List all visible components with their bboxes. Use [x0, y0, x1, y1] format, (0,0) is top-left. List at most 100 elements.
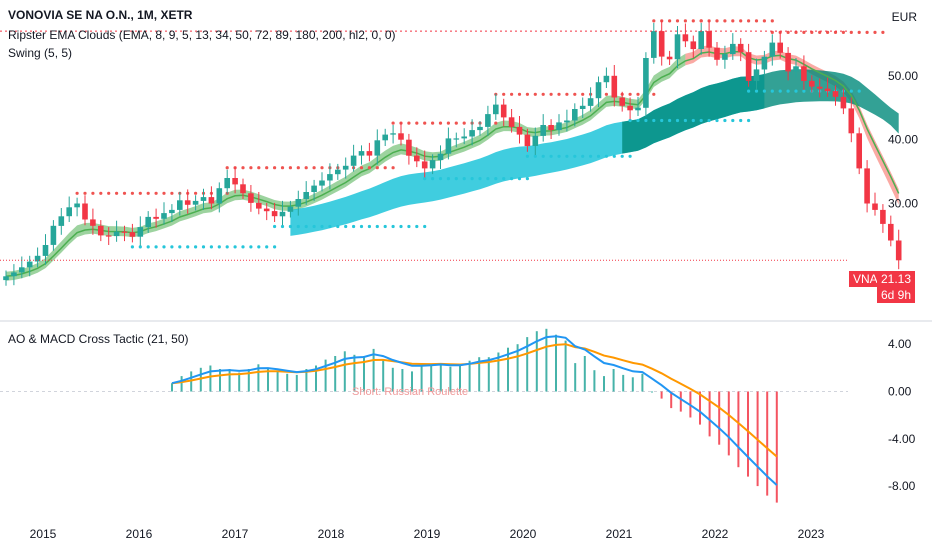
candle-body: [785, 52, 791, 72]
osc-bar: [439, 363, 442, 392]
osc-bar: [228, 369, 231, 392]
swing-high-dot: [288, 166, 292, 170]
osc-bar: [603, 376, 605, 392]
swing-high-dot: [747, 19, 751, 23]
candle-body: [129, 232, 136, 237]
candle-body: [880, 209, 886, 224]
swing-high-dot: [557, 92, 561, 96]
candle-body: [579, 105, 586, 109]
candle-body: [540, 125, 546, 136]
swing-high-dot: [249, 166, 253, 170]
swing-low-dot: [186, 245, 190, 249]
candle-body: [390, 133, 396, 135]
swing-low-dot: [304, 224, 308, 229]
osc-bar: [535, 331, 538, 392]
swing-high-dot: [359, 166, 364, 170]
candle-body: [793, 66, 799, 72]
swing-high-dot: [91, 191, 95, 195]
candle-body: [263, 208, 270, 212]
osc-bar: [219, 369, 221, 392]
candle-body: [98, 225, 104, 236]
swing-high-dot: [257, 166, 261, 170]
swing-high-dot: [652, 19, 656, 23]
candle-body: [366, 151, 373, 156]
candle-body: [516, 126, 523, 135]
swing-high-dot: [494, 121, 498, 125]
osc-bar: [295, 374, 298, 392]
candle-body: [3, 276, 9, 281]
candle-body: [224, 178, 230, 189]
swing-low-dot: [462, 177, 466, 181]
swing-low-dot: [391, 224, 395, 229]
ema-cloud-legend[interactable]: Ripster EMA Clouds (EMA, 8, 9, 5, 13, 34…: [8, 28, 396, 42]
swing-low-dot: [478, 177, 482, 181]
swing-high-dot: [881, 30, 885, 34]
swing-high-dot: [138, 191, 142, 195]
oscillator-legend[interactable]: AO & MACD Cross Tactic (21, 50): [8, 332, 189, 346]
candle-body: [295, 199, 302, 207]
swing-low-dot: [525, 154, 530, 158]
symbol-legend[interactable]: VONOVIA SE NA O.N., 1M, XETR: [8, 7, 192, 23]
currency-label[interactable]: EUR: [891, 10, 917, 24]
swing-high-dot: [675, 19, 680, 23]
candle-body: [690, 41, 697, 50]
swing-low-dot: [194, 245, 198, 249]
candle-body: [335, 169, 341, 175]
swing-high-dot: [604, 92, 609, 96]
swing-low-dot: [675, 118, 680, 123]
candle-body: [200, 197, 207, 201]
swing-low-dot: [423, 224, 427, 229]
swing-low-dot: [130, 245, 134, 249]
swing-high-dot: [573, 92, 577, 96]
candle-body: [26, 261, 33, 268]
candle-body: [137, 227, 144, 237]
swing-low-dot: [707, 118, 711, 123]
swing-high-dot: [857, 30, 861, 34]
swing-high-dot: [565, 92, 569, 96]
swing-low-dot: [280, 224, 285, 229]
candle-body: [19, 267, 25, 273]
osc-bar: [747, 391, 749, 477]
osc-bar: [343, 351, 346, 392]
x-tick-label: 2019: [414, 527, 441, 541]
osc-bar: [391, 367, 394, 392]
swing-high-dot: [375, 166, 379, 170]
candle-body: [548, 125, 554, 131]
osc-bar: [718, 391, 721, 445]
osc-bar: [679, 391, 682, 412]
swing-legend[interactable]: Swing (5, 5): [8, 46, 73, 60]
osc-bar: [487, 357, 490, 392]
swing-high-dot: [438, 121, 443, 125]
osc-bar: [247, 369, 250, 392]
osc-bar: [363, 356, 365, 392]
candle-body: [303, 192, 309, 199]
oscillator-pane: Short: Russian Roulette: [0, 328, 848, 503]
swing-high-dot: [320, 166, 324, 170]
candle-body: [824, 88, 831, 92]
osc-bar: [708, 391, 711, 437]
swing-low-dot: [407, 224, 411, 229]
swing-low-dot: [786, 89, 790, 93]
swing-high-dot: [715, 19, 719, 23]
candle-body: [105, 235, 112, 237]
swing-low-dot: [660, 118, 664, 123]
swing-low-dot: [154, 245, 158, 249]
candle-body: [856, 133, 862, 169]
candle-body: [603, 75, 610, 83]
swing-high-dot: [581, 92, 585, 96]
price-tag-symbol: VNA: [849, 271, 882, 287]
candle-body: [666, 56, 673, 60]
candle-body: [730, 43, 736, 55]
osc-bar: [238, 372, 241, 392]
candle-body: [769, 42, 776, 57]
osc-bar: [286, 373, 289, 392]
swing-low-dot: [217, 245, 221, 249]
swing-high-dot: [107, 191, 111, 195]
swing-low-dot: [146, 245, 150, 249]
candle-body: [658, 31, 665, 57]
swing-low-dot: [778, 89, 782, 93]
swing-low-dot: [494, 177, 498, 181]
candle-body: [240, 184, 246, 194]
candle-body: [500, 104, 507, 118]
